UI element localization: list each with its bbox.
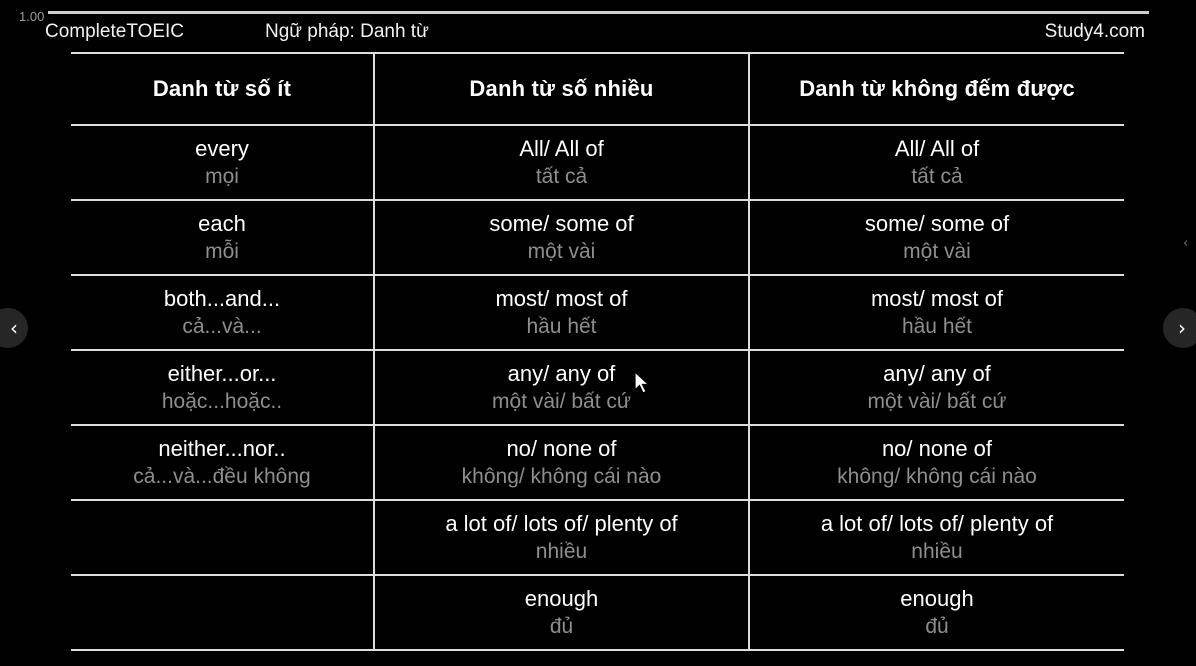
quantifier-term: neither...nor..: [158, 435, 286, 461]
table-cell: enough đủ: [373, 575, 750, 651]
quantifier-term: each: [198, 210, 246, 236]
quantifier-meaning: hoặc...hoặc..: [161, 389, 283, 413]
table-cell: any/ any of một vài/ bất cứ: [748, 350, 1124, 426]
course-title: CompleteTOEIC: [45, 21, 185, 42]
quantifier-meaning: một vài: [527, 239, 596, 263]
quantifier-meaning: mỗi: [205, 239, 239, 263]
quantifier-meaning: đủ: [925, 614, 949, 638]
quantifier-meaning: hầu hết: [526, 314, 597, 338]
quantifier-meaning: nhiều: [911, 539, 963, 563]
table-cell: both...and... cả...và...: [71, 275, 375, 351]
table-row: neither...nor.. cả...và...đều không no/ n…: [71, 425, 1124, 501]
quantifier-meaning: nhiều: [535, 539, 588, 563]
previous-slide-button[interactable]: ‹: [0, 308, 28, 348]
quantifier-term: enough: [524, 585, 599, 611]
quantifier-term: most/ most of: [870, 285, 1004, 311]
quantifier-meaning: hầu hết: [901, 314, 973, 338]
quantifier-meaning: cả...và...đều không: [133, 464, 311, 488]
table-cell: All/ All of tất cả: [373, 125, 750, 201]
table-row: enough đủ enough đủ: [71, 575, 1124, 651]
mouse-pointer-icon: [634, 371, 650, 394]
quantifier-term: any/ any of: [507, 360, 616, 386]
quantifier-meaning: tất cả: [911, 164, 963, 188]
table-cell: most/ most of hầu hết: [373, 275, 750, 351]
table-cell: a lot of/ lots of/ plenty of nhiều: [748, 500, 1124, 576]
quantifier-meaning: đủ: [549, 614, 574, 638]
table-row: a lot of/ lots of/ plenty of nhiều a lot …: [71, 500, 1124, 576]
table-cell: each mỗi: [71, 200, 375, 276]
header-uncountable-nouns: Danh từ không đếm được: [748, 52, 1124, 126]
table-row: each mỗi some/ some of một vài some/ some …: [71, 200, 1124, 276]
table-row: either...or... hoặc...hoặc.. any/ any of m…: [71, 350, 1124, 426]
quantifier-term: some/ some of: [489, 210, 634, 236]
table-cell: some/ some of một vài: [373, 200, 750, 276]
quantifier-term: any/ any of: [883, 360, 991, 386]
quantifier-term: no/ none of: [881, 435, 993, 461]
table-cell: some/ some of một vài: [748, 200, 1124, 276]
quantifier-term: enough: [900, 585, 974, 611]
quantifier-meaning: không/ không cái nào: [837, 464, 1037, 488]
table-cell: any/ any of một vài/ bất cứ: [373, 350, 750, 426]
table-cell: most/ most of hầu hết: [748, 275, 1124, 351]
table-cell: either...or... hoặc...hoặc..: [71, 350, 375, 426]
playback-speed-label: 1.00: [19, 9, 45, 24]
quantifier-term: a lot of/ lots of/ plenty of: [445, 510, 678, 536]
quantifier-meaning: tất cả: [535, 164, 588, 188]
chevron-left-icon: ‹: [10, 316, 18, 340]
quantifier-term: a lot of/ lots of/ plenty of: [820, 510, 1054, 536]
table-cell: neither...nor.. cả...và...đều không: [71, 425, 375, 501]
quantifier-term: every: [195, 135, 249, 161]
table-header-row: Danh từ số ít Danh từ số nhiều Danh từ k…: [71, 52, 1124, 126]
quantifier-term: either...or...: [167, 360, 277, 386]
quantifier-term: All/ All of: [894, 135, 980, 161]
header-singular-nouns: Danh từ số ít: [71, 52, 375, 126]
chevron-right-icon: ›: [1178, 316, 1186, 340]
brand-label: Study4.com: [1044, 21, 1145, 42]
quantifier-meaning: một vài: [903, 239, 971, 263]
table-cell: no/ none of không/ không cái nào: [748, 425, 1124, 501]
next-slide-button[interactable]: ›: [1163, 308, 1196, 348]
header-plural-nouns: Danh từ số nhiều: [373, 52, 750, 126]
table-row: both...and... cả...và... most/ most of hầu…: [71, 275, 1124, 351]
quantifier-meaning: không/ không cái nào: [461, 464, 662, 488]
table-cell: [71, 500, 375, 576]
table-cell: All/ All of tất cả: [748, 125, 1124, 201]
table-cell: [71, 575, 375, 651]
table-cell: every mọi: [71, 125, 375, 201]
quantifier-meaning: một vài/ bất cứ: [867, 389, 1007, 413]
quantifier-term: no/ none of: [506, 435, 617, 461]
quantifier-meaning: mọi: [205, 164, 239, 188]
lesson-topic: Ngữ pháp: Danh từ: [265, 21, 429, 42]
table-cell: no/ none of không/ không cái nào: [373, 425, 750, 501]
quantifier-term: All/ All of: [519, 135, 604, 161]
quantifier-term: some/ some of: [864, 210, 1010, 236]
quantifier-meaning: một vài/ bất cứ: [492, 389, 631, 413]
side-panel-toggle-icon[interactable]: ‹: [1183, 236, 1189, 251]
quantifier-table: Danh từ số ít Danh từ số nhiều Danh từ k…: [71, 52, 1124, 651]
quantifier-term: most/ most of: [495, 285, 628, 311]
quantifier-term: both...and...: [163, 285, 281, 311]
slide-top-rule: [48, 11, 1149, 14]
table-cell: a lot of/ lots of/ plenty of nhiều: [373, 500, 750, 576]
quantifier-meaning: cả...và...: [182, 314, 262, 338]
table-cell: enough đủ: [748, 575, 1124, 651]
table-row: every mọi All/ All of tất cả All/ All of tấ…: [71, 125, 1124, 201]
